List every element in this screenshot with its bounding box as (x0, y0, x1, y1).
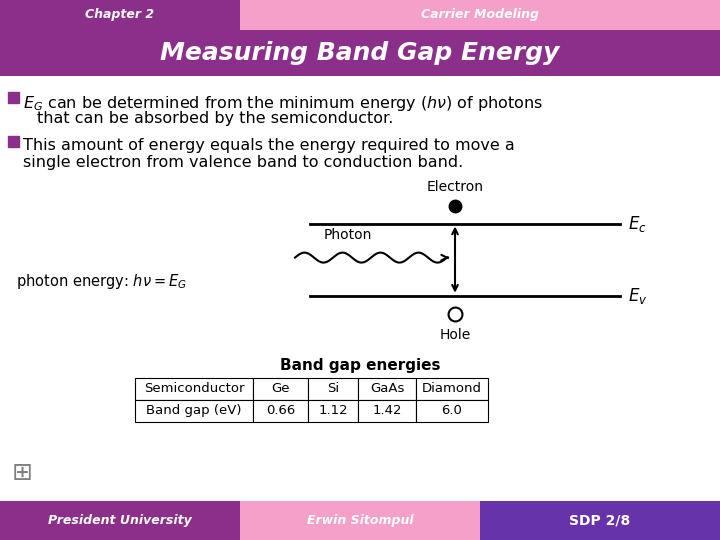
Bar (0, 501, 240, 540)
Bar (0, 0, 240, 30)
Text: that can be absorbed by the semiconductor.: that can be absorbed by the semiconducto… (37, 111, 393, 126)
Text: single electron from valence band to conduction band.: single electron from valence band to con… (23, 154, 463, 170)
Bar (253, 400, 308, 422)
Text: Semiconductor: Semiconductor (144, 382, 244, 395)
Text: SDP 2/8: SDP 2/8 (570, 514, 631, 528)
Bar (358, 377, 416, 400)
Text: Electron: Electron (426, 180, 484, 194)
Text: 6.0: 6.0 (441, 404, 462, 417)
Text: Si: Si (327, 382, 339, 395)
Text: $E_G$ can be determined from the minimum energy ($h\nu$) of photons: $E_G$ can be determined from the minimum… (23, 93, 544, 113)
Bar (253, 377, 308, 400)
Text: photon energy: $h\nu$$= E_G$: photon energy: $h\nu$$= E_G$ (16, 272, 187, 291)
Bar (135, 377, 253, 400)
Text: 0.66: 0.66 (266, 404, 295, 417)
Text: $E_c$: $E_c$ (628, 214, 647, 234)
Bar (308, 377, 358, 400)
Bar (240, 0, 720, 30)
Text: President University: President University (48, 514, 192, 527)
Bar (308, 400, 358, 422)
Text: Photon: Photon (324, 227, 372, 241)
Text: Carrier Modeling: Carrier Modeling (421, 8, 539, 22)
Bar (240, 501, 480, 540)
Text: ⊞: ⊞ (12, 461, 32, 485)
Text: Erwin Sitompul: Erwin Sitompul (307, 514, 413, 527)
Text: $E_v$: $E_v$ (628, 286, 647, 306)
Bar (8, 92, 19, 103)
Text: Chapter 2: Chapter 2 (85, 8, 155, 22)
Text: 1.42: 1.42 (372, 404, 402, 417)
Text: Measuring Band Gap Energy: Measuring Band Gap Energy (161, 40, 559, 65)
Bar (416, 400, 488, 422)
Bar (135, 400, 253, 422)
Text: Band gap energies: Band gap energies (280, 357, 440, 373)
Text: Diamond: Diamond (422, 382, 482, 395)
Text: Band gap (eV): Band gap (eV) (146, 404, 242, 417)
Text: GaAs: GaAs (370, 382, 404, 395)
Text: Ge: Ge (271, 382, 289, 395)
Text: Hole: Hole (439, 328, 471, 342)
Bar (8, 136, 19, 146)
Text: This amount of energy equals the energy required to move a: This amount of energy equals the energy … (23, 138, 515, 153)
Bar (480, 501, 720, 540)
Text: 1.12: 1.12 (318, 404, 348, 417)
Bar (358, 400, 416, 422)
Bar (416, 377, 488, 400)
